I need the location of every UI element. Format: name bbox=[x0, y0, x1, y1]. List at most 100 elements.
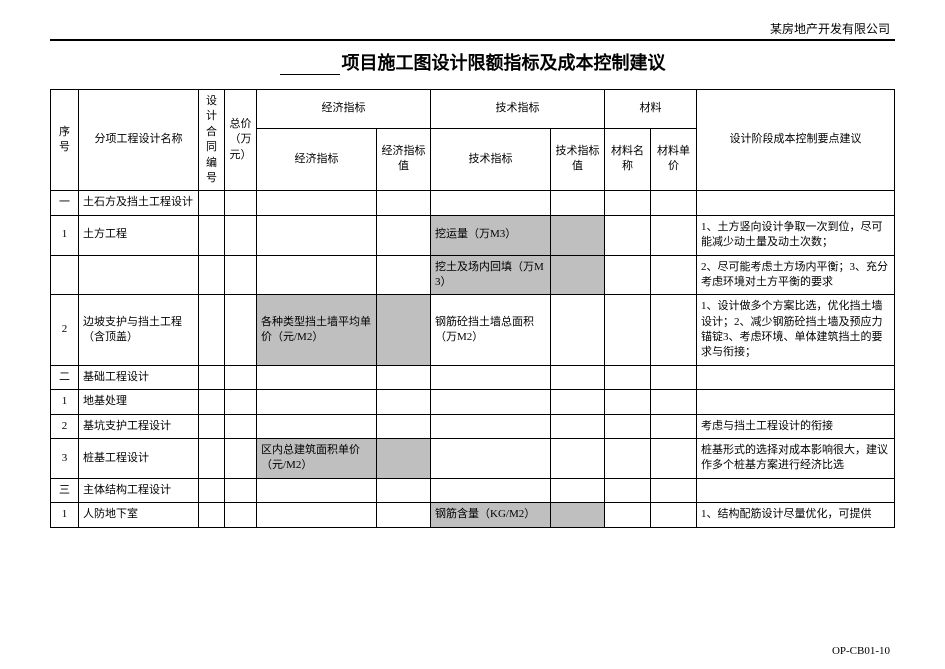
table-cell: 各种类型挡土墙平均单价（元/M2） bbox=[257, 295, 377, 366]
th-mat-name: 材料名称 bbox=[605, 128, 651, 191]
table-cell bbox=[651, 478, 697, 502]
table-cell bbox=[651, 215, 697, 255]
table-cell bbox=[651, 439, 697, 479]
table-cell bbox=[605, 503, 651, 527]
th-advice: 设计阶段成本控制要点建议 bbox=[697, 90, 895, 191]
table-cell bbox=[199, 365, 225, 389]
table-cell: 2 bbox=[51, 414, 79, 438]
table-cell bbox=[225, 365, 257, 389]
table-cell bbox=[199, 255, 225, 295]
table-cell bbox=[225, 503, 257, 527]
table-cell bbox=[79, 255, 199, 295]
table-row: 3桩基工程设计区内总建筑面积单价（元/M2）桩基形式的选择对成本影响很大，建议作… bbox=[51, 439, 895, 479]
page-title: 项目施工图设计限额指标及成本控制建议 bbox=[50, 49, 895, 75]
table-cell: 2、尽可能考虑土方场内平衡；3、充分考虑环境对土方平衡的要求 bbox=[697, 255, 895, 295]
th-tech-group: 技术指标 bbox=[431, 90, 605, 129]
title-blank-underline bbox=[280, 74, 340, 75]
table-cell: 桩基工程设计 bbox=[79, 439, 199, 479]
th-mat-price: 材料单价 bbox=[651, 128, 697, 191]
table-cell bbox=[377, 439, 431, 479]
table-cell: 1 bbox=[51, 390, 79, 414]
table-cell bbox=[551, 503, 605, 527]
table-cell bbox=[199, 191, 225, 215]
table-cell bbox=[651, 365, 697, 389]
table-cell bbox=[605, 478, 651, 502]
table-cell bbox=[431, 365, 551, 389]
footer-code: OP-CB01-10 bbox=[832, 645, 890, 657]
table-cell bbox=[199, 503, 225, 527]
table-cell bbox=[257, 503, 377, 527]
table-cell: 土石方及挡土工程设计 bbox=[79, 191, 199, 215]
th-econ-group: 经济指标 bbox=[257, 90, 431, 129]
th-total: 总价（万元） bbox=[225, 90, 257, 191]
table-cell bbox=[431, 478, 551, 502]
table-cell bbox=[605, 255, 651, 295]
table-cell bbox=[551, 255, 605, 295]
table-cell: 挖土及场内回填（万M3） bbox=[431, 255, 551, 295]
table-cell: 一 bbox=[51, 191, 79, 215]
table-cell bbox=[605, 215, 651, 255]
table-cell: 基坑支护工程设计 bbox=[79, 414, 199, 438]
table-cell: 1 bbox=[51, 503, 79, 527]
table-cell bbox=[199, 295, 225, 366]
table-cell bbox=[697, 478, 895, 502]
table-cell bbox=[51, 255, 79, 295]
table-cell bbox=[225, 414, 257, 438]
table-cell: 基础工程设计 bbox=[79, 365, 199, 389]
table-cell bbox=[377, 295, 431, 366]
table-cell: 3 bbox=[51, 439, 79, 479]
table-cell bbox=[431, 439, 551, 479]
table-cell bbox=[257, 191, 377, 215]
table-cell bbox=[199, 439, 225, 479]
table-cell bbox=[199, 414, 225, 438]
table-cell bbox=[257, 215, 377, 255]
table-row: 三主体结构工程设计 bbox=[51, 478, 895, 502]
table-cell bbox=[431, 390, 551, 414]
table-row: 2边坡支护与挡土工程（含顶盖）各种类型挡土墙平均单价（元/M2）钢筋砼挡土墙总面… bbox=[51, 295, 895, 366]
table-cell: 钢筋含量（KG/M2） bbox=[431, 503, 551, 527]
table-row: 1地基处理 bbox=[51, 390, 895, 414]
table-cell bbox=[697, 390, 895, 414]
table-cell: 人防地下室 bbox=[79, 503, 199, 527]
th-econ-ind: 经济指标 bbox=[257, 128, 377, 191]
table-cell bbox=[431, 191, 551, 215]
table-cell: 土方工程 bbox=[79, 215, 199, 255]
table-cell bbox=[377, 503, 431, 527]
table-body: 一土石方及挡土工程设计1土方工程挖运量（万M3）1、土方竖向设计争取一次到位，尽… bbox=[51, 191, 895, 527]
table-cell: 桩基形式的选择对成本影响很大，建议作多个桩基方案进行经济比选 bbox=[697, 439, 895, 479]
th-econ-val: 经济指标值 bbox=[377, 128, 431, 191]
table-cell bbox=[605, 390, 651, 414]
table-cell bbox=[551, 191, 605, 215]
table-cell bbox=[225, 255, 257, 295]
th-seq: 序号 bbox=[51, 90, 79, 191]
table-cell bbox=[199, 478, 225, 502]
table-cell: 三 bbox=[51, 478, 79, 502]
th-mat-group: 材料 bbox=[605, 90, 697, 129]
table-cell: 挖运量（万M3） bbox=[431, 215, 551, 255]
title-text: 项目施工图设计限额指标及成本控制建议 bbox=[342, 53, 666, 73]
table-cell bbox=[605, 191, 651, 215]
table-cell bbox=[431, 414, 551, 438]
table-cell bbox=[225, 439, 257, 479]
table-cell bbox=[377, 365, 431, 389]
table-cell bbox=[605, 295, 651, 366]
table-cell bbox=[697, 191, 895, 215]
table-cell bbox=[605, 439, 651, 479]
table-cell bbox=[651, 503, 697, 527]
table-cell: 地基处理 bbox=[79, 390, 199, 414]
table-cell: 钢筋砼挡土墙总面积（万M2） bbox=[431, 295, 551, 366]
table-cell bbox=[697, 365, 895, 389]
header-divider bbox=[50, 39, 895, 41]
table-cell bbox=[551, 414, 605, 438]
table-cell bbox=[551, 478, 605, 502]
table-cell bbox=[551, 215, 605, 255]
table-row: 1土方工程挖运量（万M3）1、土方竖向设计争取一次到位，尽可能减少动土量及动土次… bbox=[51, 215, 895, 255]
table-cell: 1、结构配筋设计尽量优化，可提供 bbox=[697, 503, 895, 527]
table-cell bbox=[257, 390, 377, 414]
table-cell bbox=[225, 390, 257, 414]
table-cell: 二 bbox=[51, 365, 79, 389]
table-cell bbox=[377, 414, 431, 438]
th-tech-val: 技术指标值 bbox=[551, 128, 605, 191]
table-cell bbox=[651, 414, 697, 438]
table-cell bbox=[551, 365, 605, 389]
